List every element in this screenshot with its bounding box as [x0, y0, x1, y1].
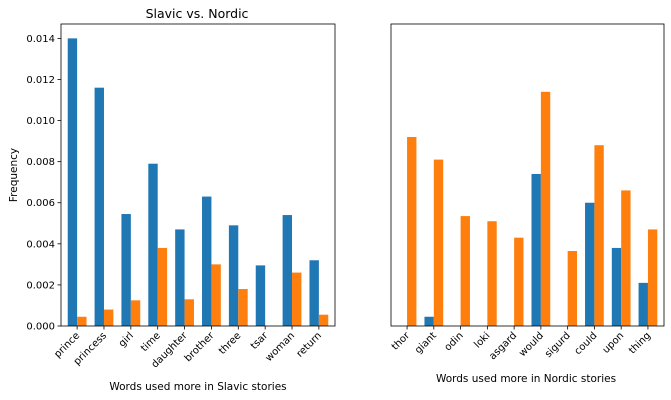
- left-y-tick-label: 0.012: [26, 75, 55, 86]
- right-bar-upon-series-2: [621, 190, 631, 326]
- left-bar-woman-series-2: [292, 272, 302, 326]
- left-bar-return-series-2: [318, 314, 329, 326]
- left-y-tick-label: 0.006: [26, 198, 55, 209]
- left-bar-woman-series-1: [282, 215, 293, 326]
- left-bar-three-series-2: [238, 289, 248, 326]
- right-bar-sigurd-series-2: [567, 251, 578, 326]
- left-bar-prince-series-2: [77, 316, 87, 326]
- right-bar-odin-series-2: [460, 216, 470, 326]
- right-bar-would-series-1: [531, 173, 541, 326]
- left-bar-princess-series-2: [103, 309, 114, 326]
- right-bar-giant-series-1: [424, 316, 434, 326]
- left-chart-plot-area: 0.000 0.002 0.004 0.006 0.008 0.010 0.012 0.014…: [26, 23, 336, 370]
- left-chart-x-axis-label: Words used more in Slavic stories: [109, 381, 286, 393]
- right-bar-could-series-2: [594, 145, 604, 326]
- left-y-tick-label: 0.004: [26, 239, 55, 250]
- right-bar-thor-series-2: [407, 136, 417, 326]
- right-bar-upon-series-1: [611, 247, 622, 326]
- left-bar-princess-series-1: [94, 87, 104, 326]
- left-bar-daughter-series-1: [175, 229, 185, 326]
- left-bar-girl-series-2: [130, 300, 141, 326]
- left-chart-y-axis-label: Frequency: [8, 148, 20, 202]
- left-bar-time-series-2: [157, 247, 168, 326]
- left-bar-tsar-series-1: [255, 265, 266, 326]
- left-bar-girl-series-1: [121, 214, 131, 326]
- left-chart-title: Slavic vs. Nordic: [146, 6, 249, 21]
- left-bar-prince-series-1: [67, 38, 78, 326]
- left-bar-three-series-1: [228, 225, 239, 326]
- right-bar-giant-series-2: [433, 159, 444, 326]
- right-bar-could-series-1: [585, 202, 595, 326]
- left-bar-brother-series-1: [202, 196, 212, 326]
- left-y-tick-label: 0.014: [26, 34, 55, 45]
- right-bar-thing-series-2: [647, 229, 658, 326]
- left-y-tick-label: 0.010: [26, 116, 55, 127]
- right-bar-loki-series-2: [487, 221, 497, 326]
- right-bar-asgard-series-2: [514, 237, 524, 326]
- left-y-tick-label: 0.000: [26, 322, 55, 333]
- right-bar-thing-series-1: [638, 282, 648, 326]
- left-bar-return-series-1: [309, 260, 319, 326]
- left-axes-frame: [60, 23, 336, 327]
- left-bar-time-series-1: [148, 163, 158, 326]
- right-chart-x-axis-label: Words used more in Nordic stories: [436, 373, 616, 385]
- left-y-tick-label: 0.002: [26, 280, 55, 291]
- left-y-tick-label: 0.008: [26, 157, 55, 168]
- left-chart: Slavic vs. Nordic Frequency Words used m…: [8, 6, 336, 393]
- left-bar-daughter-series-2: [184, 299, 194, 326]
- right-axes-frame: [390, 23, 665, 327]
- right-bar-would-series-2: [540, 91, 551, 326]
- left-bar-brother-series-2: [211, 264, 221, 326]
